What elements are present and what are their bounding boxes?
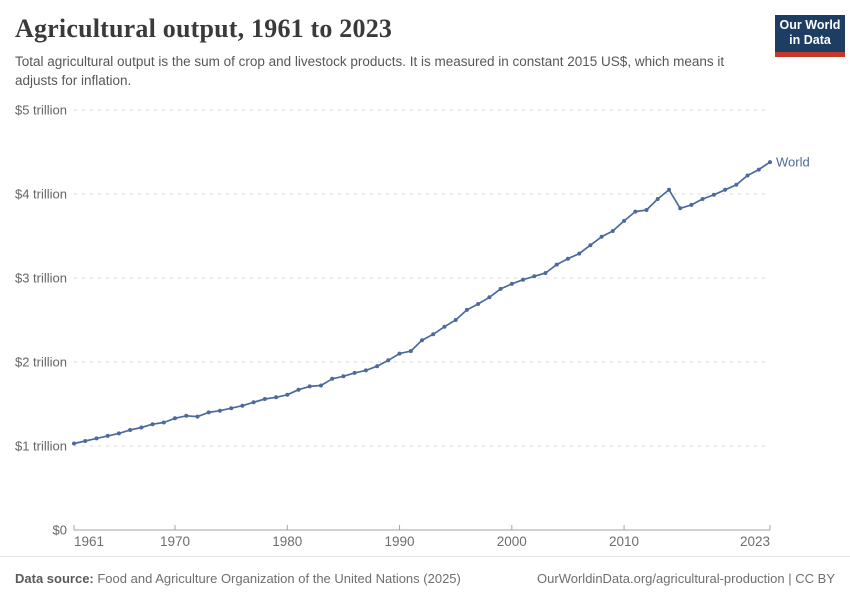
data-point bbox=[352, 370, 357, 375]
data-point bbox=[105, 433, 110, 438]
data-point bbox=[532, 274, 537, 279]
x-tick-label: 1961 bbox=[74, 534, 104, 549]
data-point bbox=[442, 324, 447, 329]
data-point bbox=[116, 431, 121, 436]
data-point bbox=[565, 256, 570, 261]
license-label: CC BY bbox=[795, 570, 835, 586]
owid-logo-box: Our World in Data bbox=[775, 15, 845, 52]
data-source: Data source: Food and Agriculture Organi… bbox=[15, 571, 461, 586]
data-point bbox=[206, 410, 211, 415]
y-tick-label: $2 trillion bbox=[15, 355, 67, 370]
data-point bbox=[723, 187, 728, 192]
data-point bbox=[633, 209, 638, 214]
page-title: Agricultural output, 1961 to 2023 bbox=[15, 14, 393, 43]
data-point bbox=[700, 197, 705, 201]
data-point bbox=[408, 349, 413, 354]
data-point bbox=[678, 206, 683, 211]
x-tick-label: 1980 bbox=[272, 534, 302, 549]
data-point bbox=[622, 218, 627, 223]
world-line[interactable] bbox=[73, 161, 771, 445]
data-point bbox=[375, 364, 380, 369]
owid-url-link[interactable]: OurWorldinData.org/agricultural-producti… bbox=[537, 570, 785, 586]
data-point bbox=[689, 202, 694, 207]
data-point bbox=[734, 182, 739, 187]
data-point bbox=[543, 271, 548, 275]
data-point bbox=[420, 338, 424, 343]
owid-logo[interactable]: Our World in Data bbox=[775, 15, 845, 57]
y-tick-label: $4 trillion bbox=[15, 187, 67, 202]
data-source-label: Data source: bbox=[15, 570, 94, 586]
data-point bbox=[498, 286, 503, 291]
data-point bbox=[330, 376, 335, 381]
data-point bbox=[453, 318, 458, 322]
data-point bbox=[72, 441, 76, 446]
data-point bbox=[487, 295, 492, 300]
data-point bbox=[139, 425, 144, 430]
owid-logo-line2: in Data bbox=[789, 33, 831, 47]
data-point bbox=[217, 408, 222, 413]
chart-subtitle: Total agricultural output is the sum of … bbox=[15, 54, 725, 88]
data-point bbox=[184, 413, 189, 418]
data-point bbox=[577, 251, 582, 256]
y-tick-label: $1 trillion bbox=[15, 439, 67, 454]
data-point bbox=[464, 307, 469, 312]
y-tick-label: $5 trillion bbox=[15, 103, 67, 118]
data-point bbox=[173, 416, 177, 421]
data-point bbox=[599, 234, 604, 239]
data-point bbox=[521, 277, 525, 282]
data-point bbox=[83, 439, 88, 443]
data-point bbox=[711, 192, 716, 197]
data-point bbox=[386, 358, 391, 363]
footer-links: OurWorldinData.org/agricultural-producti… bbox=[537, 571, 835, 586]
data-point bbox=[285, 392, 290, 397]
data-point bbox=[229, 406, 234, 411]
data-point bbox=[150, 422, 155, 427]
owid-logo-stripe bbox=[775, 52, 845, 57]
data-point bbox=[554, 262, 559, 267]
data-point bbox=[431, 332, 436, 337]
y-tick-label: $0 bbox=[53, 523, 67, 538]
data-point bbox=[94, 436, 99, 441]
data-point bbox=[509, 281, 514, 286]
data-point bbox=[251, 400, 256, 405]
data-point bbox=[341, 374, 346, 379]
data-point bbox=[262, 397, 267, 401]
data-point bbox=[319, 383, 323, 388]
footer-separator: | bbox=[784, 570, 796, 586]
data-point bbox=[745, 173, 750, 178]
data-point bbox=[195, 414, 200, 419]
data-source-text: Food and Agriculture Organization of the… bbox=[93, 570, 461, 586]
data-point bbox=[240, 403, 245, 408]
data-point bbox=[768, 160, 772, 165]
x-tick-label: 2023 bbox=[740, 534, 770, 549]
x-tick-label: 1970 bbox=[160, 534, 190, 549]
chart-svg: $0 $1 trillion $2 trillion $3 trillion $4 tr… bbox=[15, 103, 810, 550]
x-tick-label: 2000 bbox=[497, 534, 527, 549]
data-point bbox=[128, 428, 133, 432]
data-point bbox=[274, 395, 279, 400]
data-point bbox=[296, 387, 301, 392]
data-point bbox=[363, 368, 368, 373]
data-point bbox=[397, 351, 402, 356]
x-tick-label: 1990 bbox=[385, 534, 415, 549]
data-point bbox=[644, 208, 649, 212]
data-point bbox=[476, 302, 481, 306]
data-point bbox=[161, 420, 166, 425]
data-point bbox=[756, 167, 761, 172]
x-tick-label: 2010 bbox=[609, 534, 639, 549]
series-label-world[interactable]: World bbox=[776, 155, 810, 170]
data-point bbox=[655, 197, 660, 201]
owid-logo-line1: Our World bbox=[779, 18, 841, 32]
y-tick-label: $3 trillion bbox=[15, 271, 67, 286]
chart-footer: Data source: Food and Agriculture Organi… bbox=[0, 556, 850, 599]
data-point bbox=[667, 187, 671, 192]
data-point bbox=[307, 384, 312, 389]
data-point bbox=[610, 229, 615, 233]
data-point bbox=[588, 243, 593, 248]
